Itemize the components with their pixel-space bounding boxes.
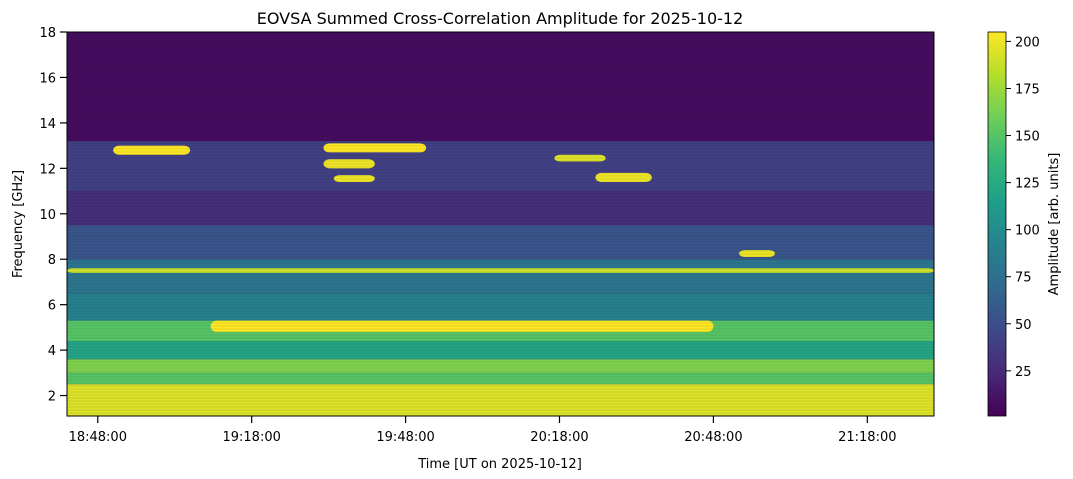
y-tick-label-6: 14 <box>39 117 56 132</box>
plot-area <box>66 31 935 417</box>
heatmap-band-1 <box>67 372 934 385</box>
colorbar-tick-label-4: 125 <box>1015 177 1040 192</box>
heatmap-burst-0 <box>113 145 191 155</box>
x-tick-label-2: 19:48:00 <box>376 430 434 445</box>
colorbar-tick-label-5: 150 <box>1015 130 1040 145</box>
heatmap-burst-1 <box>323 143 427 153</box>
x-tick-label-4: 20:48:00 <box>684 430 742 445</box>
chart-title: EOVSA Summed Cross-Correlation Amplitude… <box>257 9 744 28</box>
plot-frame <box>66 31 935 417</box>
heatmap-band-2 <box>67 359 934 373</box>
heatmap-band-10 <box>67 32 934 142</box>
heatmap-burst-2 <box>323 159 375 169</box>
x-tick-label-1: 19:18:00 <box>222 430 280 445</box>
x-tick-label-0: 18:48:00 <box>69 430 127 445</box>
heatmap-burst-7 <box>210 320 714 332</box>
heatmap-band-0 <box>67 384 934 416</box>
x-axis: 18:48:00 19:18:00 19:48:00 20:18:00 20:48:00… <box>69 416 897 445</box>
colorbar-gradient <box>987 31 1007 417</box>
colorbar-tick-label-0: 25 <box>1015 365 1032 380</box>
heatmap-band-9 <box>67 141 934 192</box>
colorbar-tick-label-1: 50 <box>1015 318 1032 333</box>
colorbar: 25 50 75 100 125 150 175 200 <box>987 31 1040 417</box>
x-tick-label-5: 21:18:00 <box>838 430 896 445</box>
heatmap-burst-5 <box>595 172 652 182</box>
y-tick-label-7: 16 <box>39 71 56 86</box>
y-axis-label: Frequency [GHz] <box>11 170 26 278</box>
colorbar-tick-label-6: 175 <box>1015 82 1040 97</box>
y-tick-label-8: 18 <box>39 26 56 41</box>
channel-stripes <box>67 32 934 414</box>
x-axis-label: Time [UT on 2025-10-12] <box>417 457 582 472</box>
y-tick-label-2: 6 <box>48 299 56 314</box>
colorbar-tick-label-2: 75 <box>1015 271 1032 286</box>
heatmap-band-7 <box>67 225 934 260</box>
heatmap-burst-6 <box>739 250 775 257</box>
y-tick-label-5: 12 <box>39 162 56 177</box>
heatmap-band-8 <box>67 191 934 226</box>
y-axis: 2 4 6 8 10 12 14 16 18 <box>39 26 67 405</box>
heatmap-burst-4 <box>554 154 606 162</box>
y-tick-label-0: 2 <box>48 390 56 405</box>
heatmap-band-6 <box>67 259 934 294</box>
colorbar-label: Amplitude [arb. units] <box>1047 153 1062 296</box>
heatmap-band-3 <box>67 341 934 360</box>
colorbar-tick-label-3: 100 <box>1015 224 1040 239</box>
y-tick-label-3: 8 <box>48 253 56 268</box>
colorbar-tick-label-7: 200 <box>1015 35 1040 50</box>
heatmap-band-5 <box>67 293 934 321</box>
y-tick-label-4: 10 <box>39 208 56 223</box>
heatmap-burst-3 <box>333 175 375 182</box>
x-tick-label-3: 20:18:00 <box>530 430 588 445</box>
heatmap-burst-8 <box>67 268 934 273</box>
y-tick-label-1: 4 <box>48 344 56 359</box>
